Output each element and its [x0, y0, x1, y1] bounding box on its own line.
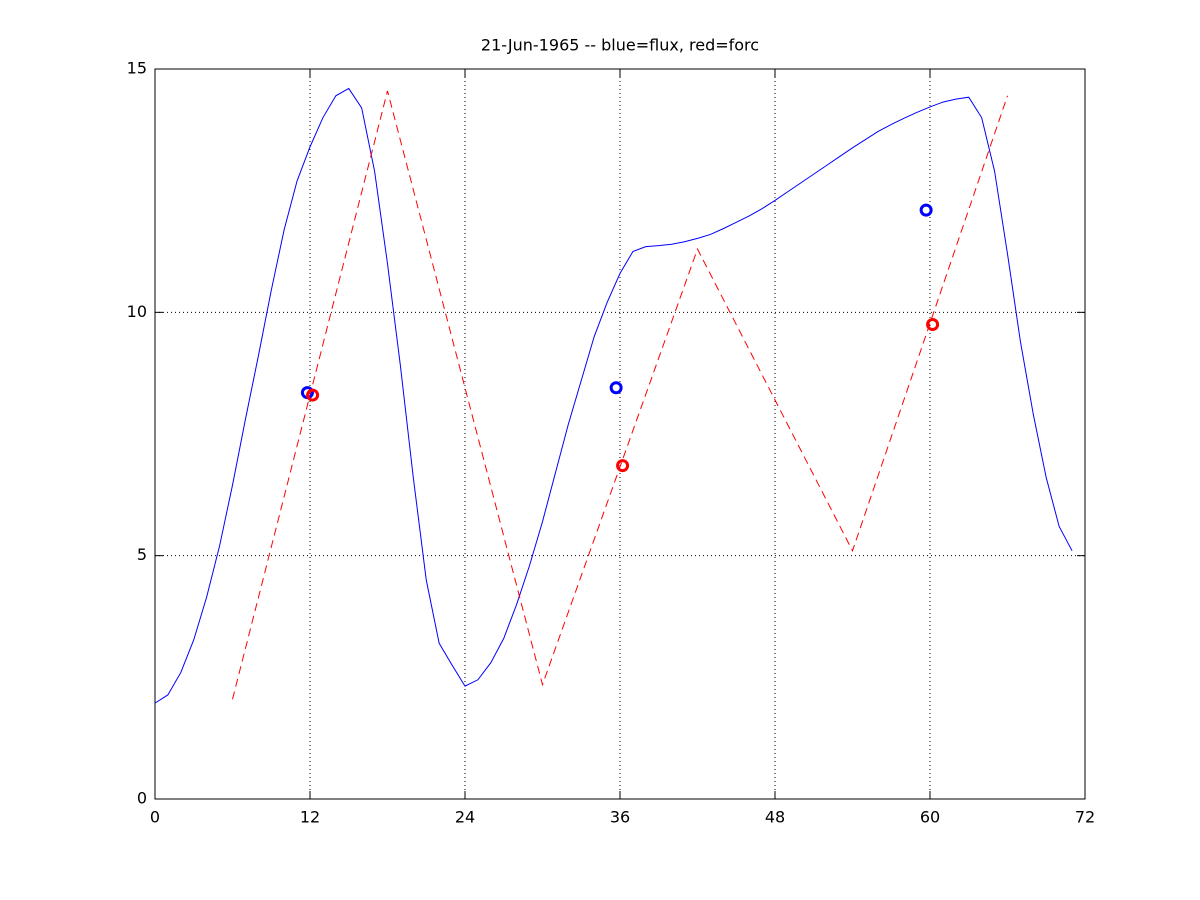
y-tick-label: 0 — [137, 789, 147, 808]
marker — [306, 388, 320, 402]
y-tick-label: 5 — [137, 545, 147, 564]
x-tick-label: 24 — [455, 808, 475, 827]
series-line — [154, 87, 1073, 704]
marker — [616, 459, 630, 473]
marker — [919, 203, 933, 217]
x-tick-label: 72 — [1075, 808, 1095, 827]
y-tick-label: 15 — [127, 59, 147, 78]
marker — [926, 318, 940, 331]
x-tick-label: 36 — [610, 808, 630, 827]
chart-title: 21-Jun-1965 -- blue=flux, red=forc — [481, 36, 759, 55]
marker — [609, 381, 623, 395]
series-line — [232, 90, 1008, 700]
y-tick-label: 10 — [127, 302, 147, 321]
x-tick-label: 0 — [150, 808, 160, 827]
x-tick-label: 48 — [765, 808, 785, 827]
x-tick-label: 60 — [920, 808, 940, 827]
plot-frame — [154, 68, 1086, 800]
x-tick-label: 12 — [300, 808, 320, 827]
